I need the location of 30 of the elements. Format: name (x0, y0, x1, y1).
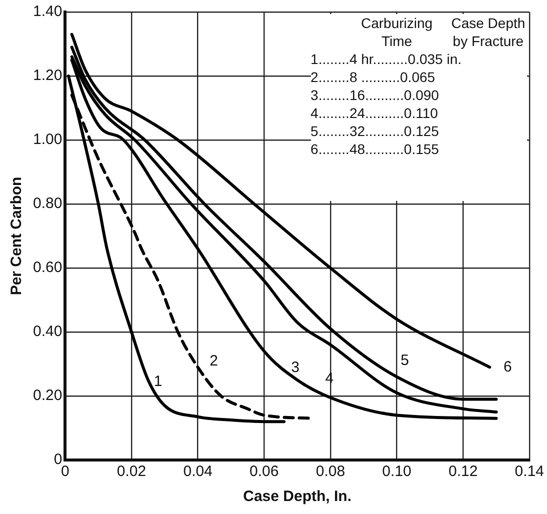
y-tick-label: 0.60 (32, 259, 62, 276)
y-axis-title: Per Cent Carbon (8, 176, 26, 296)
annotation: 4........24..........0.110 (310, 104, 439, 122)
x-tick-label: 0.02 (116, 463, 146, 480)
annotation: 2........8 ..........0.065 (310, 68, 436, 86)
y-tick-label: 0 (54, 451, 62, 468)
annotation: 1 (154, 373, 162, 390)
x-tick-label: 0.04 (183, 463, 212, 480)
y-tick-label: 1.20 (32, 67, 62, 84)
y-tick-label: 0.20 (32, 387, 62, 404)
annotation: 1........4 hr.........0.035 in. (310, 50, 463, 68)
x-tick-label: 0.12 (448, 463, 478, 480)
y-tick-label: 0.80 (32, 195, 62, 212)
annotation: 5 (400, 352, 409, 369)
annotation: Carburizing Time (360, 14, 434, 50)
annotation: 6 (503, 358, 512, 376)
x-tick-label: 0.10 (382, 463, 412, 480)
x-tick-label: 0.08 (316, 463, 346, 480)
y-tick-label: 1.00 (32, 131, 62, 148)
y-tick-label: 0.40 (32, 323, 62, 340)
annotation: 3........16..........0.090 (310, 86, 440, 104)
y-tick-label: 1.40 (32, 3, 62, 20)
x-tick-label: 0.06 (250, 463, 279, 480)
annotation: 6........48..........0.155 (310, 140, 440, 158)
x-tick-label: 0.14 (514, 463, 544, 480)
annotation: 3 (291, 359, 300, 376)
annotation: Case Depth by Fracture (450, 14, 526, 50)
annotation: 2 (210, 352, 218, 370)
x-axis-title: Case Depth, In. (243, 488, 352, 506)
annotation: 5........32..........0.125 (310, 122, 440, 140)
